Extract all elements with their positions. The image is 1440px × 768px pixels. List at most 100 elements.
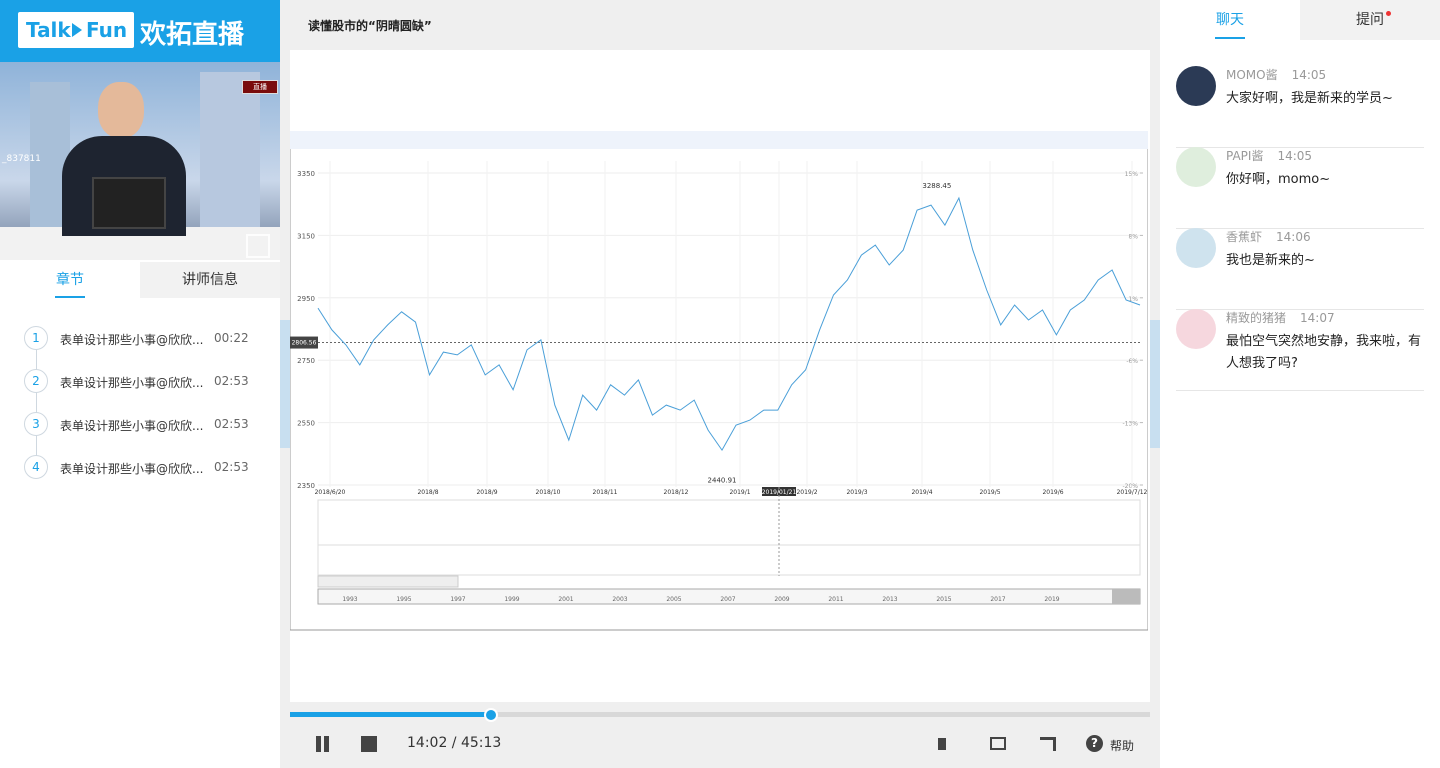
x-tick-label: 2018/10 <box>536 489 561 496</box>
timeline-label: 1995 <box>396 596 411 603</box>
chapter-title: 表单设计那些小事@欣欣... <box>60 462 204 476</box>
chapter-item[interactable]: 3 表单设计那些小事@欣欣... 02:53 <box>24 412 264 438</box>
tab-indicator <box>1215 37 1245 39</box>
volume-button[interactable] <box>938 738 946 750</box>
message-time: 14:05 <box>1277 149 1313 163</box>
chapter-time: 02:53 <box>214 374 249 388</box>
timeline-label: 1999 <box>504 596 519 603</box>
message-text: 最怕空气突然地安静，我来啦，有人想我了吗? <box>1226 334 1422 371</box>
x-tick-label: 2019/4 <box>911 489 932 496</box>
fullscreen-button[interactable] <box>1040 737 1056 751</box>
sender: 香蕉虾 14:06 <box>1226 228 1311 245</box>
chat-message: 精致的猪猪 14:07 最怕空气突然地安静，我来啦，有人想我了吗? <box>1176 309 1424 391</box>
chat-panel: 聊天 提问 MOMO酱 14:05 大家好啊，我是新来的学员~ PAPI酱 14:05 你… <box>1160 0 1440 768</box>
timeline-label: 1993 <box>342 596 357 603</box>
timeline-label: 2011 <box>828 596 843 603</box>
chapter-index: 1 <box>24 326 48 350</box>
help-label[interactable]: 帮助 <box>1110 739 1135 753</box>
chapter-time: 02:53 <box>214 460 249 474</box>
y2-tick-label: 8% <box>1128 233 1138 240</box>
chapter-item[interactable]: 2 表单设计那些小事@欣欣... 02:53 <box>24 369 264 395</box>
sender-name: MOMO酱 <box>1226 68 1278 82</box>
y-tick-label: 3350 <box>297 170 315 178</box>
chapter-time: 02:53 <box>214 417 249 431</box>
reference-label: 2806.56 <box>292 340 317 347</box>
logo-text: Talk <box>26 18 71 42</box>
building <box>200 72 260 242</box>
timeline-label: 1997 <box>450 596 465 603</box>
chat-message: 香蕉虾 14:06 我也是新来的~ <box>1176 228 1424 310</box>
y-tick-label: 3150 <box>297 232 315 240</box>
message-text: 你好啊，momo~ <box>1226 172 1331 187</box>
logo-text: Fun <box>86 18 128 42</box>
x-tick-label: 2019/7/12 <box>1117 489 1148 496</box>
tab-chat[interactable]: 聊天 <box>1160 0 1300 40</box>
logo-arrow <box>72 23 82 37</box>
presenter-head <box>98 82 144 138</box>
prev-page[interactable] <box>280 320 290 448</box>
unread-dot <box>1386 11 1391 16</box>
expand-button[interactable] <box>246 234 270 258</box>
avatar <box>1176 147 1216 187</box>
room-id: _837811 <box>2 154 41 164</box>
timeline-label: 2015 <box>936 596 951 603</box>
progress-track[interactable] <box>290 712 1150 717</box>
tab-teacher[interactable]: 讲师信息 <box>140 262 280 298</box>
high-label: 3288.45 <box>922 182 951 190</box>
x-tick-label: 2019/6 <box>1042 489 1063 496</box>
sender: MOMO酱 14:05 <box>1226 66 1326 83</box>
x-tick-label: 2018/9 <box>476 489 497 496</box>
timeline-label: 2007 <box>720 596 735 603</box>
avatar <box>1176 309 1216 349</box>
tab-question[interactable]: 提问 <box>1300 0 1440 40</box>
y2-tick-label: 1% <box>1128 296 1138 303</box>
x-tick-label: 2018/12 <box>664 489 689 496</box>
timeline-window <box>1112 589 1140 604</box>
x-tick-label: 2019/5 <box>979 489 1000 496</box>
timeline-label: 2009 <box>774 596 789 603</box>
chapter-item[interactable]: 4 表单设计那些小事@欣欣... 02:53 <box>24 455 264 481</box>
lesson-title: 读懂股市的“阴晴圆缺” <box>308 19 432 33</box>
macd-panel <box>317 544 1141 576</box>
logo-box: Talk Fun <box>18 12 134 48</box>
chart-toolbar <box>290 131 1148 149</box>
chapter-title: 表单设计那些小事@欣欣... <box>60 376 204 390</box>
avatar <box>1176 66 1216 106</box>
live-badge: 直播 <box>242 80 278 94</box>
help-icon[interactable]: ? <box>1086 735 1103 752</box>
y2-tick-label: -13% <box>1122 421 1138 428</box>
y-tick-label: 2350 <box>297 482 315 490</box>
y2-tick-label: 15% <box>1125 171 1139 178</box>
low-label: 2440.91 <box>708 477 737 485</box>
timeline-label: 2003 <box>612 596 627 603</box>
video[interactable]: 直播 _837811 <box>0 62 282 260</box>
tab-chapters[interactable]: 章节 <box>0 262 140 298</box>
sender-name: PAPI酱 <box>1226 149 1264 163</box>
next-page[interactable] <box>1150 320 1160 448</box>
time-display: 14:02 / 45:13 <box>407 735 502 751</box>
progress-knob[interactable] <box>484 708 498 722</box>
price-line <box>317 196 1141 452</box>
y-tick-label: 2950 <box>297 295 315 303</box>
sender: 精致的猪猪 14:07 <box>1226 309 1335 326</box>
stop-button[interactable] <box>361 736 377 752</box>
avatar <box>1176 228 1216 268</box>
x-tick-label: 2018/6/20 <box>315 489 346 496</box>
chat-message: PAPI酱 14:05 你好啊，momo~ <box>1176 147 1424 229</box>
message-time: 14:06 <box>1276 230 1311 244</box>
x-tick-label: 2019/3 <box>846 489 867 496</box>
timeline-label: 2001 <box>558 596 573 603</box>
chapter-item[interactable]: 1 表单设计那些小事@欣欣... 00:22 <box>24 326 264 352</box>
tab-label: 讲师信息 <box>182 272 238 288</box>
left-panel: Talk Fun 欢拓直播 直播 _837811 章节 讲师信息 1 表单设计那些… <box>0 0 282 768</box>
pause-button[interactable] <box>316 736 321 752</box>
brand: 欢拓直播 <box>140 20 245 50</box>
laptop <box>92 177 166 229</box>
timeline-label: 2013 <box>882 596 897 603</box>
x-tick-label: 2018/11 <box>593 489 618 496</box>
logo-bar: Talk Fun 欢拓直播 <box>0 0 280 62</box>
progress-played <box>290 712 490 717</box>
pip-button[interactable] <box>990 737 1006 750</box>
tab-label: 提问 <box>1356 12 1384 28</box>
